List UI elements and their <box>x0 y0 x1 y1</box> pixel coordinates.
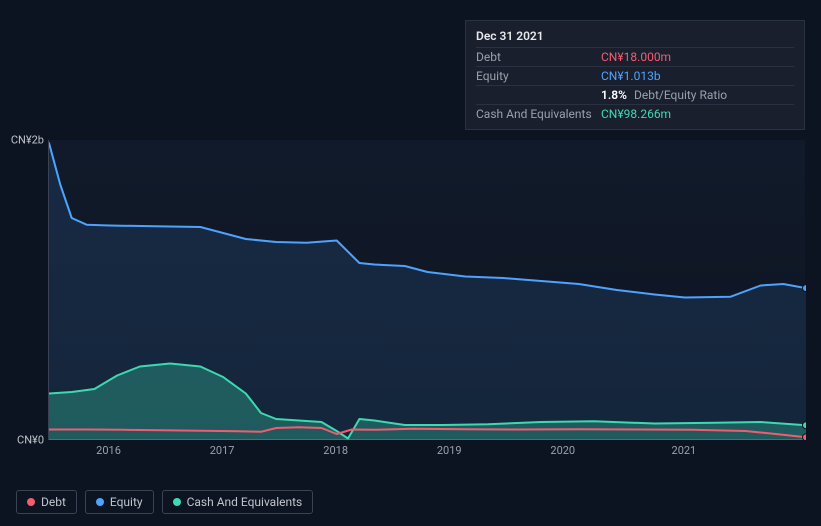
tooltip-label <box>476 88 601 102</box>
debt-swatch-icon <box>27 498 35 506</box>
tooltip-value-cash: CN¥98.266m <box>601 107 671 121</box>
chart-tooltip: Dec 31 2021 Debt CN¥18.000m Equity CN¥1.… <box>465 20 805 130</box>
chart-svg <box>49 140 806 440</box>
tooltip-label: Cash And Equivalents <box>476 107 601 121</box>
tooltip-label: Equity <box>476 69 601 83</box>
debt-equity-chart[interactable]: CN¥2bCN¥0 201620172018201920202021 <box>16 120 805 460</box>
tooltip-value-debt: CN¥18.000m <box>601 50 671 64</box>
x-axis-tick: 2017 <box>210 444 235 457</box>
tooltip-row-ratio: 1.8% Debt/Equity Ratio <box>476 85 794 104</box>
y-axis-label: CN¥0 <box>17 434 48 447</box>
tooltip-ratio-label: Debt/Equity Ratio <box>634 88 727 102</box>
tooltip-row-cash: Cash And Equivalents CN¥98.266m <box>476 104 794 123</box>
cash-swatch-icon <box>173 498 181 506</box>
x-axis-tick: 2018 <box>323 444 348 457</box>
tooltip-row-equity: Equity CN¥1.013b <box>476 66 794 85</box>
legend-label: Debt <box>41 495 66 509</box>
legend-item-equity[interactable]: Equity <box>85 490 154 514</box>
legend-label: Equity <box>110 495 143 509</box>
x-axis: 2016 2017 2018 2019 2020 2021 <box>48 444 805 464</box>
tooltip-row-debt: Debt CN¥18.000m <box>476 47 794 66</box>
chart-legend: Debt Equity Cash And Equivalents <box>16 490 313 514</box>
x-axis-tick: 2021 <box>672 444 697 457</box>
x-axis-tick: 2020 <box>550 444 575 457</box>
tooltip-ratio-pct: 1.8% <box>601 88 627 102</box>
legend-label: Cash And Equivalents <box>187 495 303 509</box>
y-axis-label: CN¥2b <box>11 134 48 147</box>
tooltip-label: Debt <box>476 50 601 64</box>
legend-item-cash[interactable]: Cash And Equivalents <box>162 490 314 514</box>
tooltip-value-equity: CN¥1.013b <box>601 69 661 83</box>
equity-swatch-icon <box>96 498 104 506</box>
tooltip-date: Dec 31 2021 <box>476 27 794 47</box>
plot-area[interactable] <box>48 140 805 440</box>
legend-item-debt[interactable]: Debt <box>16 490 77 514</box>
x-axis-tick: 2016 <box>96 444 121 457</box>
x-axis-tick: 2019 <box>437 444 462 457</box>
